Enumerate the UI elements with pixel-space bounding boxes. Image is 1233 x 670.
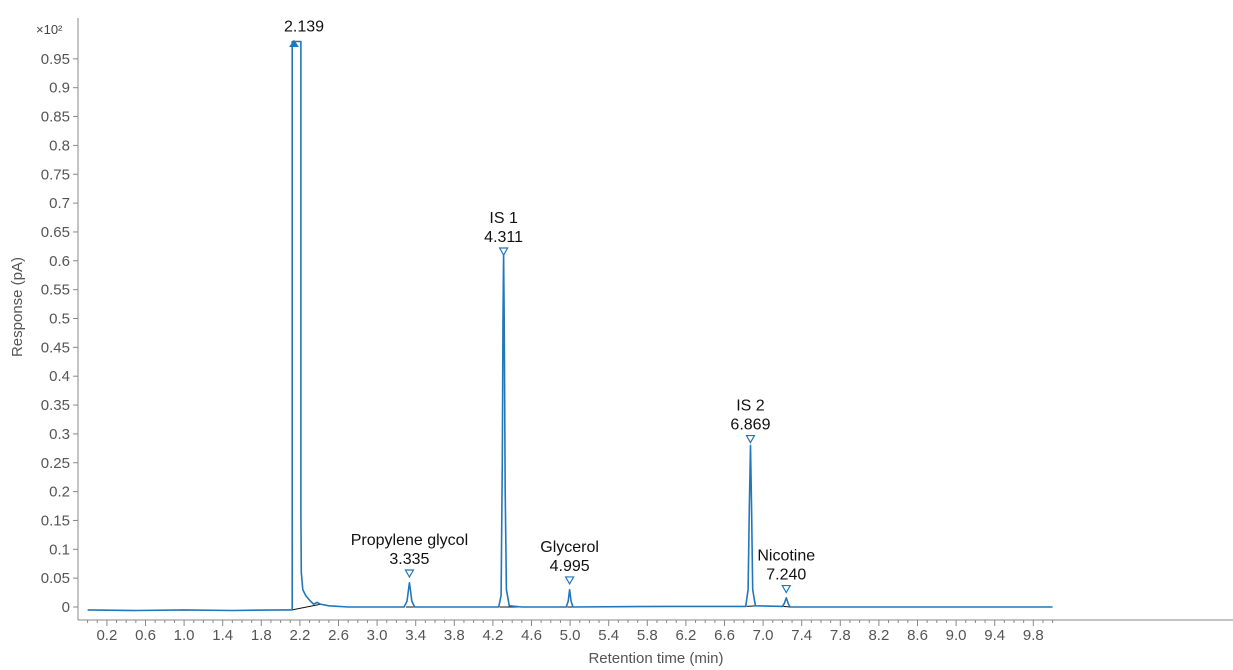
y-tick-label: 0.55 bbox=[41, 282, 70, 299]
y-tick-label: 0.65 bbox=[41, 224, 70, 241]
y-axis-multiplier: ×10² bbox=[36, 22, 63, 37]
x-tick-label: 0.2 bbox=[96, 627, 117, 644]
x-tick-label: 9.4 bbox=[984, 627, 1005, 644]
peak-name-label: Nicotine bbox=[757, 548, 815, 565]
peak-rt-label: 6.869 bbox=[730, 417, 770, 434]
x-tick-label: 9.8 bbox=[1023, 627, 1044, 644]
x-tick-label: 5.4 bbox=[598, 627, 619, 644]
y-tick-label: 0.3 bbox=[49, 426, 70, 443]
peak-annotations: 2.139 3.335 Propylene glycol 4.311 IS 1 4.995… bbox=[284, 19, 815, 594]
y-tick-label: 0.35 bbox=[41, 397, 70, 414]
x-tick-label: 7.4 bbox=[791, 627, 812, 644]
x-tick-label: 8.2 bbox=[868, 627, 889, 644]
x-tick-label: 1.4 bbox=[212, 627, 233, 644]
x-tick-label: 2.6 bbox=[328, 627, 349, 644]
x-tick-label: 8.6 bbox=[907, 627, 928, 644]
peak-name-label: Propylene glycol bbox=[351, 532, 468, 549]
x-tick-label: 7.0 bbox=[753, 627, 774, 644]
peak-rt-label: 4.311 bbox=[484, 229, 523, 246]
x-tick-label: 5.0 bbox=[560, 627, 581, 644]
x-tick-label: 5.8 bbox=[637, 627, 658, 644]
peak-marker bbox=[404, 569, 415, 579]
peak-baseline bbox=[292, 603, 322, 611]
peak-rt-label: 4.995 bbox=[550, 558, 590, 575]
x-tick-label: 4.6 bbox=[521, 627, 542, 644]
y-tick-label: 0.4 bbox=[49, 368, 70, 385]
peak-marker bbox=[745, 434, 756, 444]
x-tick-label: 6.2 bbox=[675, 627, 696, 644]
y-tick-label: 0.05 bbox=[41, 570, 70, 587]
peak-rt-label: 2.139 bbox=[284, 19, 324, 36]
y-tick-label: 0.9 bbox=[49, 80, 70, 97]
y-axis-title: Response (pA) bbox=[9, 257, 26, 357]
y-tick-label: 0.1 bbox=[49, 541, 70, 558]
y-tick-label: 0.6 bbox=[49, 253, 70, 270]
peak-marker bbox=[564, 576, 575, 586]
x-tick-label: 9.0 bbox=[946, 627, 967, 644]
peak-rt-label: 3.335 bbox=[389, 551, 429, 568]
x-tick-label: 3.8 bbox=[444, 627, 465, 644]
y-tick-label: 0.8 bbox=[49, 137, 70, 154]
peak-baseline bbox=[746, 605, 756, 607]
trace bbox=[87, 40, 1053, 612]
series-line bbox=[87, 40, 1053, 612]
y-tick-label: 0.2 bbox=[49, 484, 70, 501]
x-tick-label: 4.2 bbox=[482, 627, 503, 644]
axes: 0 0.05 0.1 0.15 0.2 0.25 0.3 0.35 0.4 0.45 0.5 0.55… bbox=[41, 18, 1233, 644]
peak-name-label: Glycerol bbox=[540, 539, 599, 556]
y-tick-label: 0.75 bbox=[41, 166, 70, 183]
y-tick-label: 0.5 bbox=[49, 311, 70, 328]
y-tick-label: 0.7 bbox=[49, 195, 70, 212]
x-tick-label: 7.8 bbox=[830, 627, 851, 644]
peak-marker bbox=[781, 584, 792, 594]
y-tick-label: 0.45 bbox=[41, 339, 70, 356]
y-tick-label: 0.15 bbox=[41, 512, 70, 529]
x-tick-label: 1.0 bbox=[174, 627, 195, 644]
peak-apex-marker bbox=[289, 39, 299, 48]
y-tick-label: 0 bbox=[62, 599, 70, 616]
x-tick-label: 0.6 bbox=[135, 627, 156, 644]
peak-marker bbox=[498, 247, 509, 257]
x-tick-label: 1.8 bbox=[251, 627, 272, 644]
peak-name-label: IS 2 bbox=[736, 398, 765, 415]
x-tick-label: 6.6 bbox=[714, 627, 735, 644]
x-tick-label: 3.0 bbox=[367, 627, 388, 644]
peak-baseline bbox=[783, 605, 791, 608]
peak-rt-label: 7.240 bbox=[766, 567, 806, 584]
y-tick-label: 0.85 bbox=[41, 109, 70, 126]
x-axis-title: Retention time (min) bbox=[588, 650, 723, 667]
x-tick-label: 3.4 bbox=[405, 627, 426, 644]
y-tick-label: 0.95 bbox=[41, 51, 70, 68]
x-tick-label: 2.2 bbox=[289, 627, 310, 644]
y-tick-label: 0.25 bbox=[41, 455, 70, 472]
peak-name-label: IS 1 bbox=[489, 210, 518, 227]
